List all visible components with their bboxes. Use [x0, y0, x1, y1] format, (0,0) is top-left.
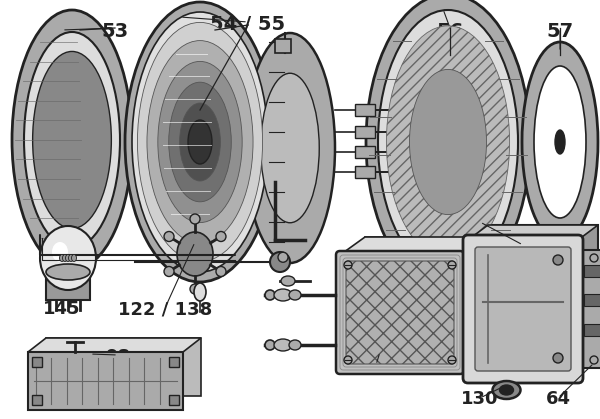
Ellipse shape — [52, 242, 68, 262]
Text: 62: 62 — [467, 215, 493, 233]
Ellipse shape — [274, 339, 292, 351]
Ellipse shape — [289, 290, 301, 300]
Ellipse shape — [409, 70, 487, 215]
Bar — [46, 275, 90, 300]
Ellipse shape — [216, 232, 226, 241]
Ellipse shape — [590, 356, 598, 364]
Ellipse shape — [190, 284, 200, 294]
Bar — [584, 323, 600, 336]
Bar — [584, 294, 600, 306]
Polygon shape — [28, 338, 201, 352]
Ellipse shape — [177, 232, 213, 276]
Ellipse shape — [378, 10, 518, 274]
Text: 60 / 61: 60 / 61 — [346, 345, 415, 363]
Polygon shape — [468, 225, 598, 240]
Text: 53: 53 — [101, 22, 128, 41]
Polygon shape — [365, 237, 485, 352]
Text: 57: 57 — [547, 22, 574, 41]
Ellipse shape — [555, 130, 565, 154]
Ellipse shape — [188, 120, 212, 164]
Ellipse shape — [62, 254, 67, 261]
Ellipse shape — [270, 252, 290, 272]
Ellipse shape — [147, 41, 253, 243]
Ellipse shape — [590, 254, 598, 262]
Polygon shape — [340, 237, 485, 255]
Ellipse shape — [137, 22, 263, 261]
Bar — [355, 166, 375, 178]
Ellipse shape — [164, 232, 174, 241]
Ellipse shape — [499, 385, 514, 395]
Text: 122 / 138: 122 / 138 — [118, 300, 212, 318]
Ellipse shape — [169, 82, 231, 202]
Text: 64: 64 — [545, 390, 571, 408]
Bar — [32, 357, 42, 367]
FancyBboxPatch shape — [463, 235, 583, 383]
Ellipse shape — [261, 73, 319, 223]
Bar — [584, 265, 600, 277]
Ellipse shape — [194, 283, 206, 301]
Bar — [32, 395, 42, 405]
Ellipse shape — [46, 264, 90, 280]
FancyBboxPatch shape — [336, 251, 464, 374]
Text: 98: 98 — [106, 348, 131, 366]
Ellipse shape — [265, 340, 275, 350]
Ellipse shape — [289, 340, 301, 350]
Ellipse shape — [24, 32, 120, 248]
Ellipse shape — [164, 266, 174, 277]
FancyBboxPatch shape — [475, 247, 571, 371]
Text: 56: 56 — [436, 22, 464, 41]
Bar — [355, 126, 375, 138]
Ellipse shape — [274, 289, 292, 301]
Bar — [169, 357, 179, 367]
Ellipse shape — [344, 356, 352, 364]
Ellipse shape — [281, 276, 295, 286]
Bar — [355, 104, 375, 116]
Ellipse shape — [68, 254, 74, 261]
Ellipse shape — [553, 255, 563, 265]
Ellipse shape — [71, 254, 77, 261]
Polygon shape — [488, 225, 598, 363]
Ellipse shape — [125, 2, 275, 282]
Ellipse shape — [265, 290, 275, 300]
Bar — [28, 352, 183, 410]
Ellipse shape — [553, 353, 563, 363]
Ellipse shape — [522, 42, 598, 242]
Ellipse shape — [32, 52, 112, 228]
Ellipse shape — [493, 381, 521, 399]
FancyBboxPatch shape — [346, 261, 454, 364]
Ellipse shape — [245, 33, 335, 263]
Ellipse shape — [448, 356, 456, 364]
Ellipse shape — [132, 12, 268, 272]
Bar — [169, 395, 179, 405]
Text: 54 / 55: 54 / 55 — [211, 15, 286, 34]
Ellipse shape — [366, 0, 530, 290]
Ellipse shape — [344, 261, 352, 269]
Text: 130: 130 — [461, 390, 499, 408]
Bar — [355, 146, 375, 158]
Ellipse shape — [65, 254, 71, 261]
Ellipse shape — [448, 261, 456, 269]
Polygon shape — [46, 338, 201, 396]
Ellipse shape — [12, 10, 132, 270]
Ellipse shape — [59, 254, 65, 261]
Bar — [580, 250, 600, 368]
Ellipse shape — [386, 26, 509, 258]
Ellipse shape — [158, 62, 242, 222]
Text: 145: 145 — [43, 300, 81, 318]
Ellipse shape — [190, 214, 200, 224]
Ellipse shape — [179, 103, 220, 181]
Ellipse shape — [40, 226, 96, 290]
Ellipse shape — [534, 66, 586, 218]
Ellipse shape — [216, 266, 226, 277]
Ellipse shape — [278, 252, 288, 262]
Bar — [275, 39, 291, 53]
